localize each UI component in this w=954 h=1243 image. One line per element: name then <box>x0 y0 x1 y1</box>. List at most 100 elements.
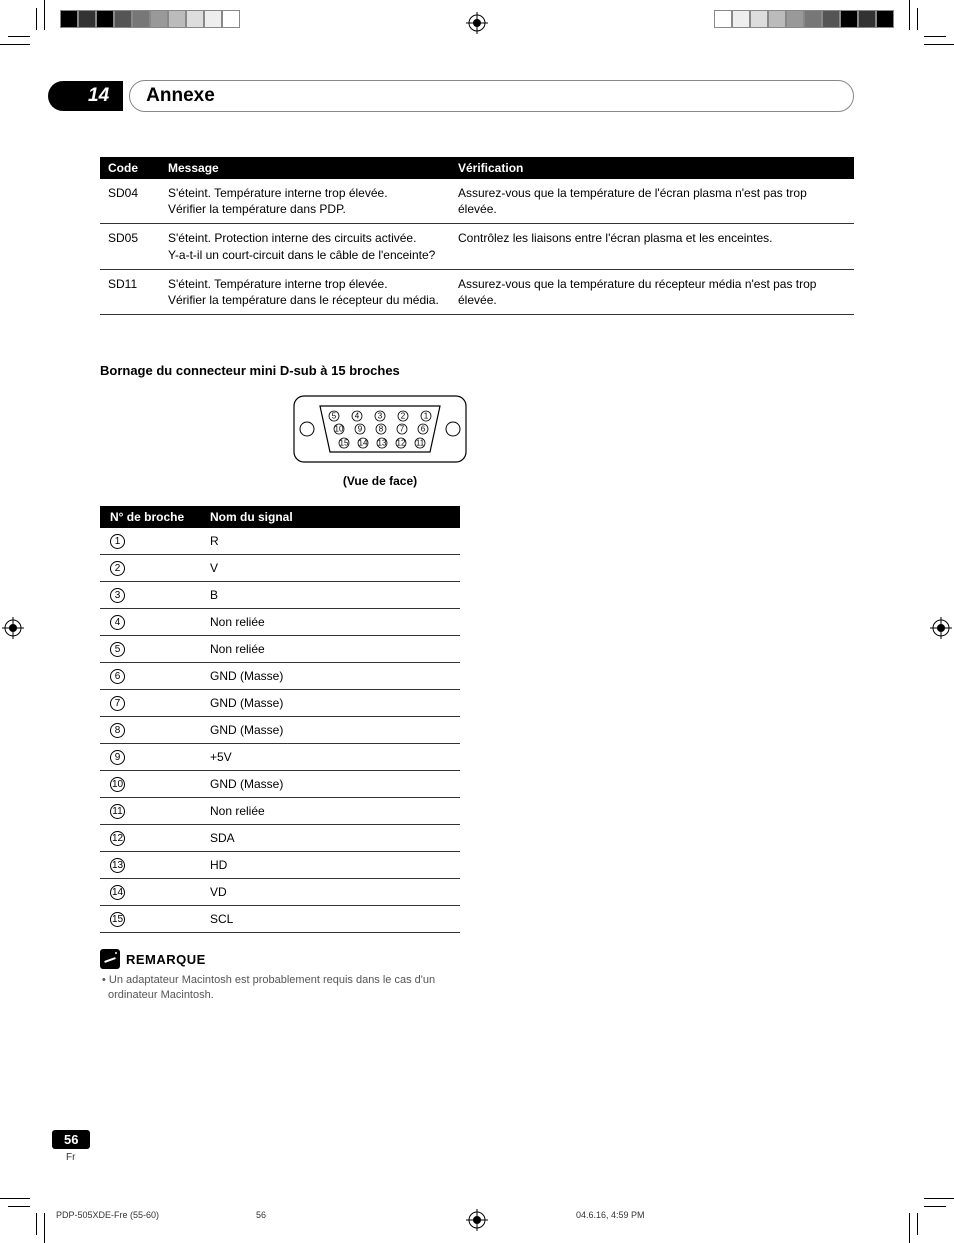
table-row: 6GND (Masse) <box>100 663 460 690</box>
svg-text:2: 2 <box>401 412 406 421</box>
note-title: REMARQUE <box>126 952 206 967</box>
chapter-title-pill: Annexe <box>129 80 854 112</box>
note-text: • Un adaptateur Macintosh est probableme… <box>100 973 460 1003</box>
cell-pin-number: 8 <box>100 717 200 744</box>
cell-message: S'éteint. Protection interne des circuit… <box>160 224 450 269</box>
table-row: 4Non reliée <box>100 609 460 636</box>
crop-mark <box>36 1213 37 1235</box>
col-message: Message <box>160 157 450 179</box>
table-row: SD11S'éteint. Température interne trop é… <box>100 269 854 314</box>
note-block: REMARQUE • Un adaptateur Macintosh est p… <box>100 949 460 1003</box>
table-row: 7GND (Masse) <box>100 690 460 717</box>
cell-code: SD11 <box>100 269 160 314</box>
table-row: 8GND (Masse) <box>100 717 460 744</box>
crop-mark <box>8 36 30 37</box>
crop-mark <box>8 1206 30 1207</box>
crop-mark <box>0 44 30 45</box>
cell-signal-name: GND (Masse) <box>200 771 460 798</box>
table-row: SD05S'éteint. Protection interne des cir… <box>100 224 854 269</box>
cell-verification: Contrôlez les liaisons entre l'écran pla… <box>450 224 854 269</box>
cell-code: SD04 <box>100 179 160 224</box>
table-row: 9+5V <box>100 744 460 771</box>
crop-mark <box>36 8 37 30</box>
crop-mark <box>0 1198 30 1199</box>
svg-text:11: 11 <box>416 439 425 448</box>
colorbar-top-left <box>60 10 240 28</box>
cell-pin-number: 12 <box>100 825 200 852</box>
crop-mark <box>44 1213 45 1243</box>
footer-info: PDP-505XDE-Fre (55-60) 56 04.6.16, 4:59 … <box>56 1210 896 1220</box>
cell-signal-name: V <box>200 555 460 582</box>
cell-verification: Assurez-vous que la température de l'écr… <box>450 179 854 224</box>
registration-mark-icon <box>930 617 952 639</box>
crop-mark <box>917 8 918 30</box>
crop-mark <box>917 1213 918 1235</box>
svg-text:10: 10 <box>335 425 344 434</box>
page-language: Fr <box>66 1152 75 1163</box>
cell-signal-name: Non reliée <box>200 609 460 636</box>
table-row: 1R <box>100 528 460 555</box>
table-row: 13HD <box>100 852 460 879</box>
cell-pin-number: 3 <box>100 582 200 609</box>
cell-pin-number: 13 <box>100 852 200 879</box>
svg-text:1: 1 <box>424 412 429 421</box>
col-verification: Vérification <box>450 157 854 179</box>
footer-sheet: 56 <box>256 1210 576 1220</box>
table-row: 15SCL <box>100 906 460 933</box>
crop-mark <box>924 1206 946 1207</box>
cell-signal-name: +5V <box>200 744 460 771</box>
svg-text:12: 12 <box>397 439 406 448</box>
cell-pin-number: 6 <box>100 663 200 690</box>
cell-signal-name: Non reliée <box>200 636 460 663</box>
crop-mark <box>909 0 910 30</box>
table-row: 3B <box>100 582 460 609</box>
cell-pin-number: 9 <box>100 744 200 771</box>
crop-mark <box>924 36 946 37</box>
crop-mark <box>924 44 954 45</box>
cell-signal-name: SCL <box>200 906 460 933</box>
svg-text:3: 3 <box>378 412 383 421</box>
cell-pin-number: 7 <box>100 690 200 717</box>
svg-text:5: 5 <box>332 412 337 421</box>
cell-pin-number: 4 <box>100 609 200 636</box>
cell-pin-number: 5 <box>100 636 200 663</box>
dsub-connector-icon: 543211098761514131211 <box>290 392 470 466</box>
page-content: 14 Annexe Code Message Vérification SD04… <box>100 80 854 1003</box>
crop-mark <box>44 0 45 30</box>
cell-signal-name: VD <box>200 879 460 906</box>
cell-verification: Assurez-vous que la température du récep… <box>450 269 854 314</box>
cell-code: SD05 <box>100 224 160 269</box>
registration-mark-icon <box>466 12 488 34</box>
svg-text:6: 6 <box>421 425 426 434</box>
cell-signal-name: GND (Masse) <box>200 690 460 717</box>
svg-text:14: 14 <box>359 439 368 448</box>
table-row: 2V <box>100 555 460 582</box>
crop-mark <box>909 1213 910 1243</box>
table-row: 12SDA <box>100 825 460 852</box>
cell-signal-name: GND (Masse) <box>200 663 460 690</box>
col-pin-number: N° de broche <box>100 506 200 528</box>
footer-timestamp: 04.6.16, 4:59 PM <box>576 1210 645 1220</box>
connector-diagram: 543211098761514131211 (Vue de face) <box>200 392 560 488</box>
chapter-number-badge: 14 <box>48 81 123 111</box>
table-row: 10GND (Masse) <box>100 771 460 798</box>
cell-pin-number: 11 <box>100 798 200 825</box>
cell-signal-name: Non reliée <box>200 798 460 825</box>
col-code: Code <box>100 157 160 179</box>
cell-message: S'éteint. Température interne trop élevé… <box>160 179 450 224</box>
cell-signal-name: R <box>200 528 460 555</box>
registration-mark-icon <box>2 617 24 639</box>
footer-doc-id: PDP-505XDE-Fre (55-60) <box>56 1210 256 1220</box>
pinout-table: N° de broche Nom du signal 1R2V3B4Non re… <box>100 506 460 933</box>
colorbar-top-right <box>714 10 894 28</box>
cell-pin-number: 10 <box>100 771 200 798</box>
svg-text:9: 9 <box>358 425 363 434</box>
note-icon <box>100 949 120 969</box>
cell-signal-name: HD <box>200 852 460 879</box>
cell-signal-name: B <box>200 582 460 609</box>
connector-caption: (Vue de face) <box>200 474 560 488</box>
error-codes-table: Code Message Vérification SD04S'éteint. … <box>100 157 854 315</box>
connector-heading: Bornage du connecteur mini D-sub à 15 br… <box>100 363 854 378</box>
svg-text:7: 7 <box>400 425 405 434</box>
table-row: 5Non reliée <box>100 636 460 663</box>
